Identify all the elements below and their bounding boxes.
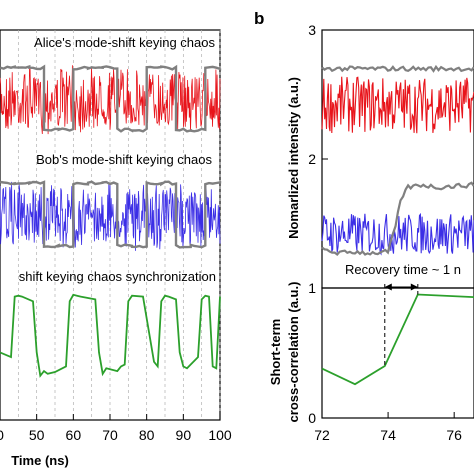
panel-b-top-series-1	[321, 64, 474, 73]
panel-b-x-tick-label-1: 74	[380, 427, 396, 443]
trace-1-label: Alice's mode-shift keying chaos	[34, 35, 215, 50]
trace-1-envelope	[0, 64, 222, 133]
panel-a-x-axis-label: Time (ns)	[11, 453, 69, 468]
panel-b-top-y-tick-label-1: 2	[308, 151, 316, 167]
panel-b-bottom-traces	[321, 293, 474, 386]
panel-a-x-tick-label-0: 0	[0, 427, 4, 443]
panel-b-chart: b 1 2 3 072 74 76 Recovery time ~ 1 n Nomarli…	[254, 9, 474, 443]
panel-a-x-tick-label-3: 70	[102, 427, 118, 443]
panel-b-bottom-y-tick-label-0: 0	[308, 410, 316, 426]
panel-b-ticks: 1 2 3 072 74 76	[308, 22, 462, 443]
panel-b-top-series-2	[321, 212, 474, 256]
panel-b-top-series-0	[321, 76, 474, 134]
panel-a-x-tick-label-6: 100	[208, 427, 232, 443]
trace-3-sync	[0, 293, 221, 378]
panel-b-bottom-y-axis-label-line-1: Short-term	[268, 319, 283, 385]
recovery-annotation	[384, 283, 419, 366]
panel-b-top-y-tick-label-0: 1	[308, 280, 316, 296]
panel-b-bottom-frame	[321, 287, 474, 419]
recovery-arrow-right	[410, 283, 418, 291]
panel-a-traces	[0, 64, 222, 378]
panel-b-top-series-3	[321, 181, 474, 256]
panel-b-top-traces	[321, 64, 474, 256]
panel-a-x-tick-label-2: 60	[66, 427, 82, 443]
panel-b-x-tick-label-2: 76	[446, 427, 462, 443]
panel-b-x-tick-label-0: 72	[314, 427, 330, 443]
panel-b-bottom-series-0	[321, 293, 474, 386]
panel-a-x-tick-label-5: 90	[176, 427, 192, 443]
panel-b-letter: b	[254, 9, 264, 28]
panel-a-x-tick-label-4: 80	[139, 427, 155, 443]
panel-b-bottom-y-axis-label-line-2: cross-correlation (a.u.)	[286, 282, 301, 423]
trace-3-label: shift keying chaos synchronization	[19, 269, 216, 284]
recovery-arrow-left	[384, 283, 392, 291]
panel-b-top-y-tick-label-2: 3	[308, 22, 316, 38]
panel-a-x-tick-label-1: 50	[29, 427, 45, 443]
panel-a-chart: 0 50 60 70 80 90 100 Alice's mode-shift keying…	[0, 29, 232, 468]
trace-2-envelope	[0, 180, 222, 249]
trace-1-chaos	[0, 65, 221, 135]
panel-b-top-y-axis-label: Nomarlized intensity (a.u.)	[286, 77, 301, 239]
panel-a-x-ticks: 0 50 60 70 80 90 100	[0, 414, 232, 443]
trace-2-label: Bob's mode-shift keying chaos	[36, 152, 212, 167]
recovery-time-label: Recovery time ~ 1 n	[345, 262, 461, 277]
